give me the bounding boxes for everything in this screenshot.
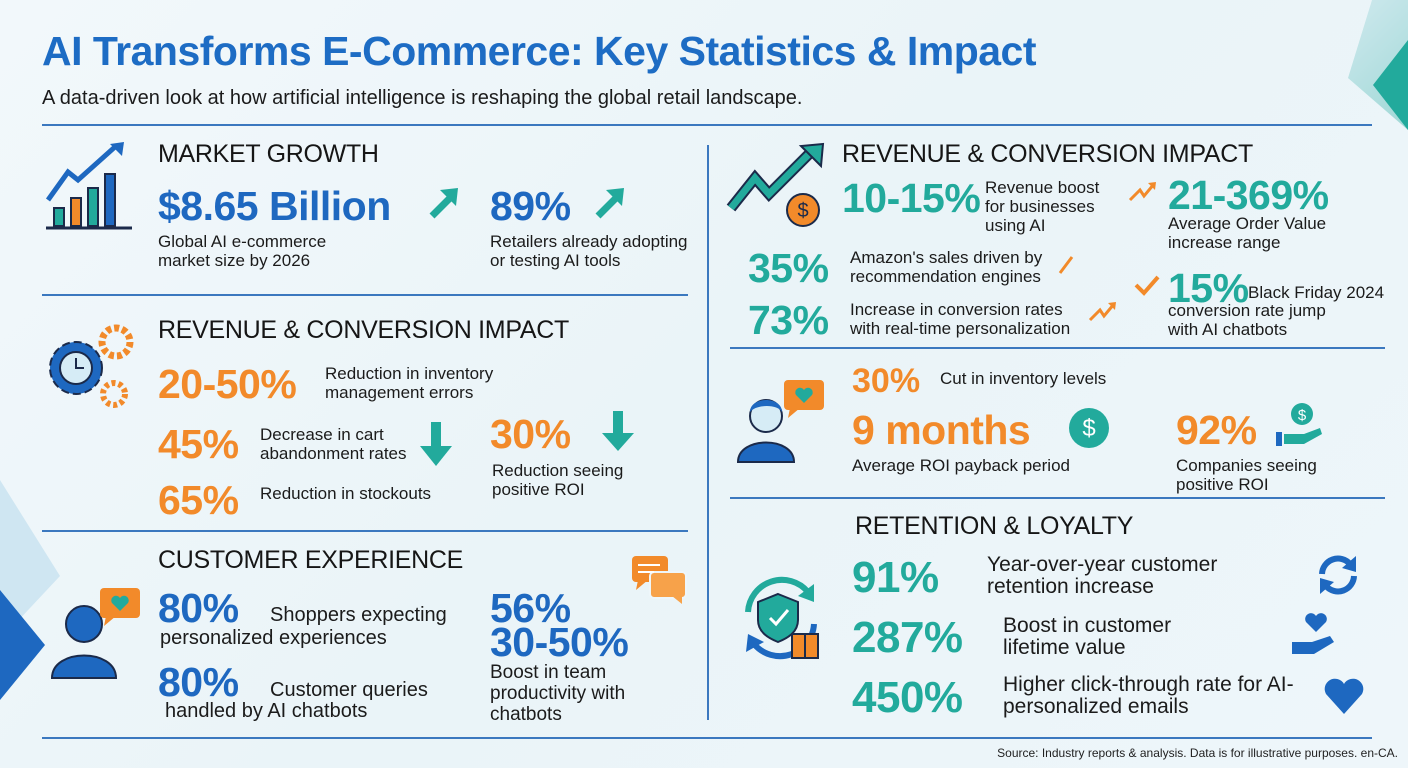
arrow-up-right-icon bbox=[426, 186, 460, 220]
divider bbox=[42, 737, 1372, 739]
stat-aov-increase: 21-369% bbox=[1168, 172, 1329, 218]
divider bbox=[42, 294, 688, 296]
gears-clock-icon bbox=[44, 318, 139, 413]
svg-text:$: $ bbox=[1298, 407, 1307, 424]
stat-desc: Average Order Value increase range bbox=[1168, 214, 1327, 252]
stat-amazon-recommendations: 35% bbox=[748, 245, 829, 291]
stat-desc: Amazon's sales driven by recommendation … bbox=[850, 248, 1043, 286]
section-heading-market-growth: MARKET GROWTH bbox=[158, 140, 379, 168]
stat-desc: Customer queries bbox=[270, 679, 428, 701]
stat-stockouts: 65% bbox=[158, 477, 239, 523]
stat-payback-period: 9 months bbox=[852, 407, 1031, 453]
column-divider bbox=[707, 145, 709, 720]
section-heading-customer-experience: CUSTOMER EXPERIENCE bbox=[158, 546, 464, 574]
stat-lifetime-value: 287% bbox=[852, 613, 963, 662]
section-heading-revenue-conversion: REVENUE & CONVERSION IMPACT bbox=[842, 140, 1253, 168]
stat-desc: Black Friday 2024 bbox=[1248, 283, 1385, 302]
stat-desc: Reduction in stockouts bbox=[260, 484, 432, 503]
stat-desc: Revenue boost for businesses using AI bbox=[985, 178, 1100, 235]
stat-team-productivity-range: 30-50% bbox=[490, 619, 629, 665]
stat-personalized-expectation: 80% bbox=[158, 585, 239, 631]
arrow-up-right-icon bbox=[592, 186, 626, 220]
stat-desc: Retailers already adopting or testing AI… bbox=[490, 232, 688, 270]
checkmark-icon bbox=[1134, 275, 1160, 297]
heart-icon bbox=[1322, 676, 1366, 716]
stat-desc: Year-over-year customer retention increa… bbox=[987, 553, 1218, 598]
trend-up-icon bbox=[1128, 180, 1158, 204]
hand-dollar-icon: $ bbox=[1274, 402, 1326, 448]
stat-team-productivity: 56% bbox=[490, 585, 571, 631]
stat-black-friday: 15% bbox=[1168, 265, 1249, 311]
svg-text:$: $ bbox=[797, 200, 808, 222]
stat-retention-increase: 91% bbox=[852, 553, 939, 602]
arrow-down-icon bbox=[602, 411, 634, 453]
svg-text:$: $ bbox=[1082, 415, 1095, 442]
stat-desc: Global AI e-commerce market size by 2026 bbox=[158, 232, 327, 270]
stat-conversion-personalization: 73% bbox=[748, 297, 829, 343]
stat-desc: Companies seeing positive ROI bbox=[1176, 456, 1317, 494]
stat-desc: conversion rate jump with AI chatbots bbox=[1168, 301, 1326, 339]
stat-desc: personalized experiences bbox=[160, 627, 387, 649]
growth-chart-icon bbox=[44, 140, 134, 232]
page-title: AI Transforms E-Commerce: Key Statistics… bbox=[42, 28, 1037, 74]
customer-heart-icon bbox=[44, 586, 144, 681]
stat-roi-reduction: 30% bbox=[490, 411, 571, 457]
page-subtitle: A data-driven look at how artificial int… bbox=[42, 87, 803, 109]
section-heading-ops-impact: REVENUE & CONVERSION IMPACT bbox=[158, 316, 569, 344]
stat-desc: Reduction seeing positive ROI bbox=[492, 461, 624, 499]
stat-desc: Reduction in inventory management errors bbox=[325, 364, 494, 402]
stat-inventory-errors: 20-50% bbox=[158, 361, 297, 407]
stat-desc: Higher click-through rate for AI-persona… bbox=[1003, 673, 1294, 718]
stat-desc: Boost in customer lifetime value bbox=[1003, 614, 1172, 659]
stat-positive-roi: 92% bbox=[1176, 407, 1257, 453]
divider bbox=[730, 497, 1385, 499]
stat-revenue-boost: 10-15% bbox=[842, 175, 981, 221]
stat-desc: Boost in team productivity with chatbots bbox=[490, 662, 626, 725]
stat-desc: Decrease in cart abandonment rates bbox=[260, 425, 407, 463]
stat-desc: Increase in conversion rates with real-t… bbox=[850, 300, 1071, 338]
hand-heart-icon bbox=[1290, 612, 1340, 656]
stat-desc: Average ROI payback period bbox=[852, 456, 1070, 475]
stat-desc: handled by AI chatbots bbox=[165, 700, 368, 722]
divider bbox=[42, 124, 1372, 126]
stat-chatbot-queries: 80% bbox=[158, 659, 239, 705]
trend-dollar-icon: $ bbox=[725, 142, 835, 232]
stat-click-through: 450% bbox=[852, 673, 963, 722]
divider bbox=[42, 530, 688, 532]
stat-desc: Cut in inventory levels bbox=[940, 369, 1107, 388]
arrow-down-icon bbox=[420, 422, 452, 468]
chat-bubbles-icon bbox=[632, 556, 688, 606]
source-note: Source: Industry reports & analysis. Dat… bbox=[997, 746, 1398, 760]
divider bbox=[730, 347, 1385, 349]
stat-market-size: $8.65 Billion bbox=[158, 183, 391, 229]
stat-inventory-cut: 30% bbox=[852, 362, 921, 400]
dollar-circle-icon: $ bbox=[1068, 407, 1110, 449]
stat-retailers-adopting: 89% bbox=[490, 183, 571, 229]
stat-desc: Shoppers expecting bbox=[270, 604, 447, 626]
retention-shield-gift-icon bbox=[734, 572, 830, 664]
refresh-icon bbox=[1314, 552, 1362, 598]
customer-feedback-icon bbox=[734, 378, 830, 466]
trend-up-icon bbox=[1088, 300, 1118, 324]
section-heading-retention: RETENTION & LOYALTY bbox=[855, 512, 1134, 540]
stat-cart-abandonment: 45% bbox=[158, 421, 239, 467]
tick-mark-icon bbox=[1058, 255, 1074, 275]
